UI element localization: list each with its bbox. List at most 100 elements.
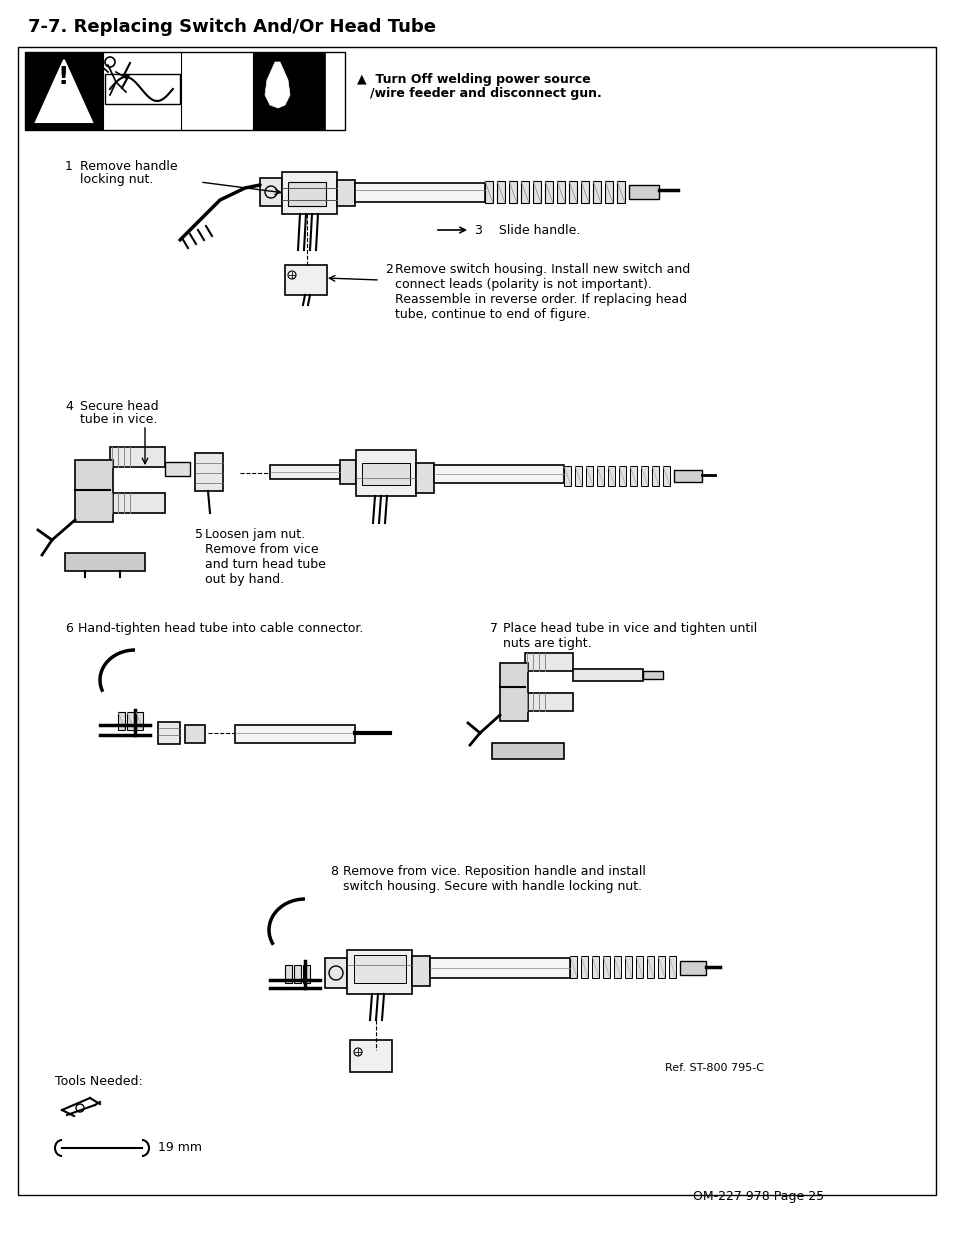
Bar <box>350 1040 392 1072</box>
Bar <box>270 466 339 479</box>
Text: OM-227 978 Page 25: OM-227 978 Page 25 <box>692 1191 823 1203</box>
Bar <box>339 459 355 484</box>
Bar <box>568 182 577 203</box>
Bar <box>668 956 676 978</box>
Bar <box>499 663 527 721</box>
Bar <box>285 965 292 983</box>
Bar <box>165 462 190 475</box>
Text: 7-7. Replacing Switch And/Or Head Tube: 7-7. Replacing Switch And/Or Head Tube <box>28 19 436 36</box>
Bar <box>646 956 654 978</box>
Bar <box>282 172 336 214</box>
Bar <box>624 956 631 978</box>
Text: 2: 2 <box>385 263 393 275</box>
Bar <box>25 52 345 130</box>
Bar <box>580 956 587 978</box>
Bar <box>673 471 701 482</box>
Text: 8: 8 <box>330 864 337 878</box>
Bar <box>75 459 112 522</box>
Bar <box>347 950 412 994</box>
Bar <box>412 956 430 986</box>
Text: 4: 4 <box>65 400 72 412</box>
Bar <box>194 453 223 492</box>
Bar <box>416 463 434 493</box>
Bar <box>303 965 310 983</box>
Bar <box>354 955 406 983</box>
Bar <box>430 958 569 978</box>
Polygon shape <box>265 62 290 107</box>
Bar <box>105 74 180 104</box>
Polygon shape <box>36 61 91 122</box>
Text: 7: 7 <box>490 622 497 635</box>
Bar <box>658 956 664 978</box>
Bar <box>294 965 301 983</box>
Text: Remove handle: Remove handle <box>80 161 177 173</box>
Bar <box>110 447 165 467</box>
Bar <box>336 180 355 206</box>
Text: 19 mm: 19 mm <box>158 1141 202 1153</box>
Bar <box>158 722 180 743</box>
Bar <box>679 961 705 974</box>
Bar <box>575 466 581 487</box>
Bar <box>185 725 205 743</box>
Bar <box>260 178 282 206</box>
Bar <box>597 466 603 487</box>
Bar <box>361 463 410 485</box>
Bar <box>618 466 625 487</box>
Bar <box>636 956 642 978</box>
Text: Place head tube in vice and tighten until
nuts are tight.: Place head tube in vice and tighten unti… <box>502 622 757 650</box>
Bar <box>628 185 659 199</box>
Bar <box>602 956 609 978</box>
Bar <box>253 52 325 130</box>
Bar <box>288 182 326 206</box>
Text: Ref. ST-800 795-C: Ref. ST-800 795-C <box>664 1063 763 1073</box>
Bar <box>355 450 416 496</box>
Bar <box>642 671 662 679</box>
Bar <box>520 182 529 203</box>
Bar <box>533 182 540 203</box>
Bar <box>629 466 637 487</box>
Bar <box>614 956 620 978</box>
Bar <box>118 713 125 730</box>
Bar <box>492 743 563 760</box>
Bar <box>127 713 133 730</box>
Bar <box>544 182 553 203</box>
Text: tube in vice.: tube in vice. <box>80 412 157 426</box>
Bar <box>607 466 615 487</box>
Text: Secure head: Secure head <box>80 400 158 412</box>
Bar <box>585 466 593 487</box>
Bar <box>524 693 573 711</box>
Bar <box>651 466 659 487</box>
Text: Tools Needed:: Tools Needed: <box>55 1074 143 1088</box>
Bar <box>640 466 647 487</box>
Text: locking nut.: locking nut. <box>80 173 153 186</box>
Polygon shape <box>297 62 317 98</box>
Bar <box>604 182 613 203</box>
Bar <box>524 653 573 671</box>
Bar <box>355 183 484 203</box>
Bar <box>593 182 600 203</box>
Text: Remove from vice. Reposition handle and install
switch housing. Secure with hand: Remove from vice. Reposition handle and … <box>343 864 645 893</box>
Text: 6: 6 <box>65 622 72 635</box>
Bar <box>497 182 504 203</box>
Text: !: ! <box>57 65 69 89</box>
Text: 5: 5 <box>194 529 203 541</box>
Bar <box>569 956 577 978</box>
Circle shape <box>76 1104 84 1112</box>
Text: ▲  Turn Off welding power source: ▲ Turn Off welding power source <box>356 73 590 86</box>
Bar <box>573 669 642 680</box>
Bar <box>325 958 347 988</box>
Bar <box>580 182 588 203</box>
Text: 1: 1 <box>65 161 72 173</box>
Bar <box>617 182 624 203</box>
Text: Loosen jam nut.
Remove from vice
and turn head tube
out by hand.: Loosen jam nut. Remove from vice and tur… <box>205 529 326 585</box>
Bar <box>285 266 327 295</box>
Bar <box>662 466 669 487</box>
Bar <box>110 493 165 513</box>
Bar <box>234 725 355 743</box>
Bar <box>557 182 564 203</box>
Bar <box>509 182 517 203</box>
Text: 3    Slide handle.: 3 Slide handle. <box>475 224 579 237</box>
Text: Hand-tighten head tube into cable connector.: Hand-tighten head tube into cable connec… <box>78 622 363 635</box>
Bar <box>65 553 145 571</box>
Text: Remove switch housing. Install new switch and
connect leads (polarity is not imp: Remove switch housing. Install new switc… <box>395 263 690 321</box>
